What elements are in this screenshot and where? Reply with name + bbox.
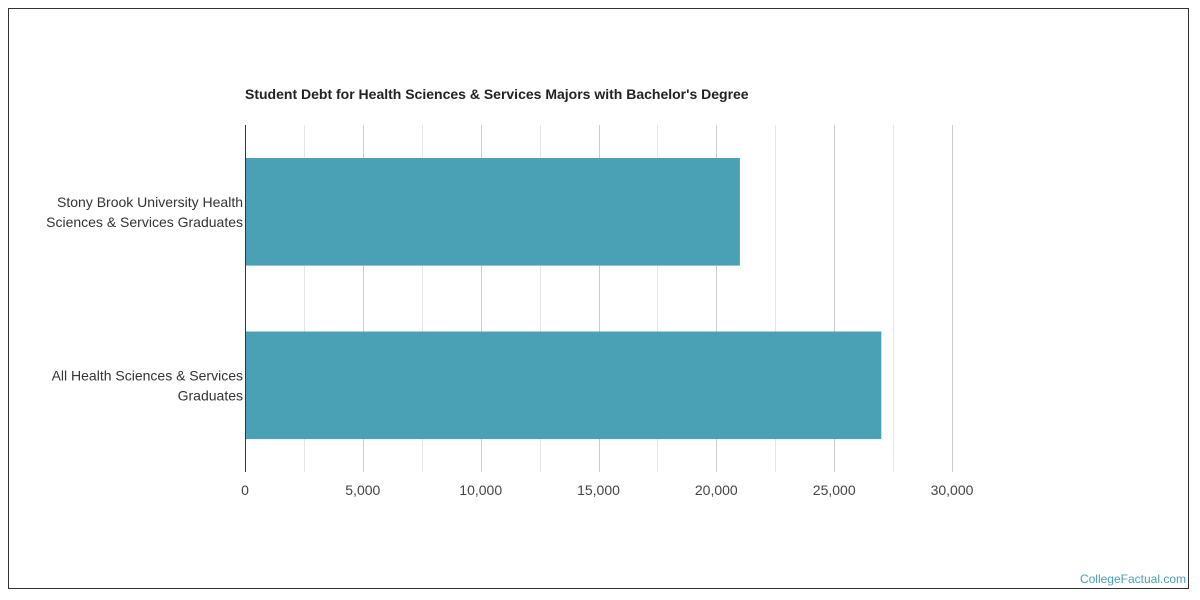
category-label-line: Stony Brook University Health (57, 194, 243, 210)
chart-frame (8, 8, 1189, 589)
x-tick-label: 20,000 (695, 482, 738, 498)
x-tick-label: 25,000 (813, 482, 856, 498)
category-label-line: All Health Sciences & Services (52, 367, 243, 383)
x-tick-label: 30,000 (931, 482, 974, 498)
category-label-1: All Health Sciences & Services Graduates (52, 367, 243, 403)
bar-0 (245, 158, 740, 266)
x-tick-label: 10,000 (459, 482, 502, 498)
category-labels: Stony Brook University Health Sciences & … (46, 194, 243, 403)
x-tick-label: 15,000 (577, 482, 620, 498)
watermark-link[interactable]: CollegeFactual.com (1079, 572, 1186, 586)
category-label-line: Graduates (178, 387, 243, 403)
category-label-line: Sciences & Services Graduates (46, 214, 243, 230)
category-label-0: Stony Brook University Health Sciences & … (46, 194, 243, 230)
bars (245, 158, 882, 440)
x-tick-label: 0 (241, 482, 249, 498)
chart-title: Student Debt for Health Sciences & Servi… (245, 86, 749, 102)
bar-1 (245, 331, 882, 440)
x-tick-labels: 0 5,000 10,000 15,000 20,000 25,000 30,000 (241, 482, 974, 498)
x-tick-label: 5,000 (345, 482, 380, 498)
